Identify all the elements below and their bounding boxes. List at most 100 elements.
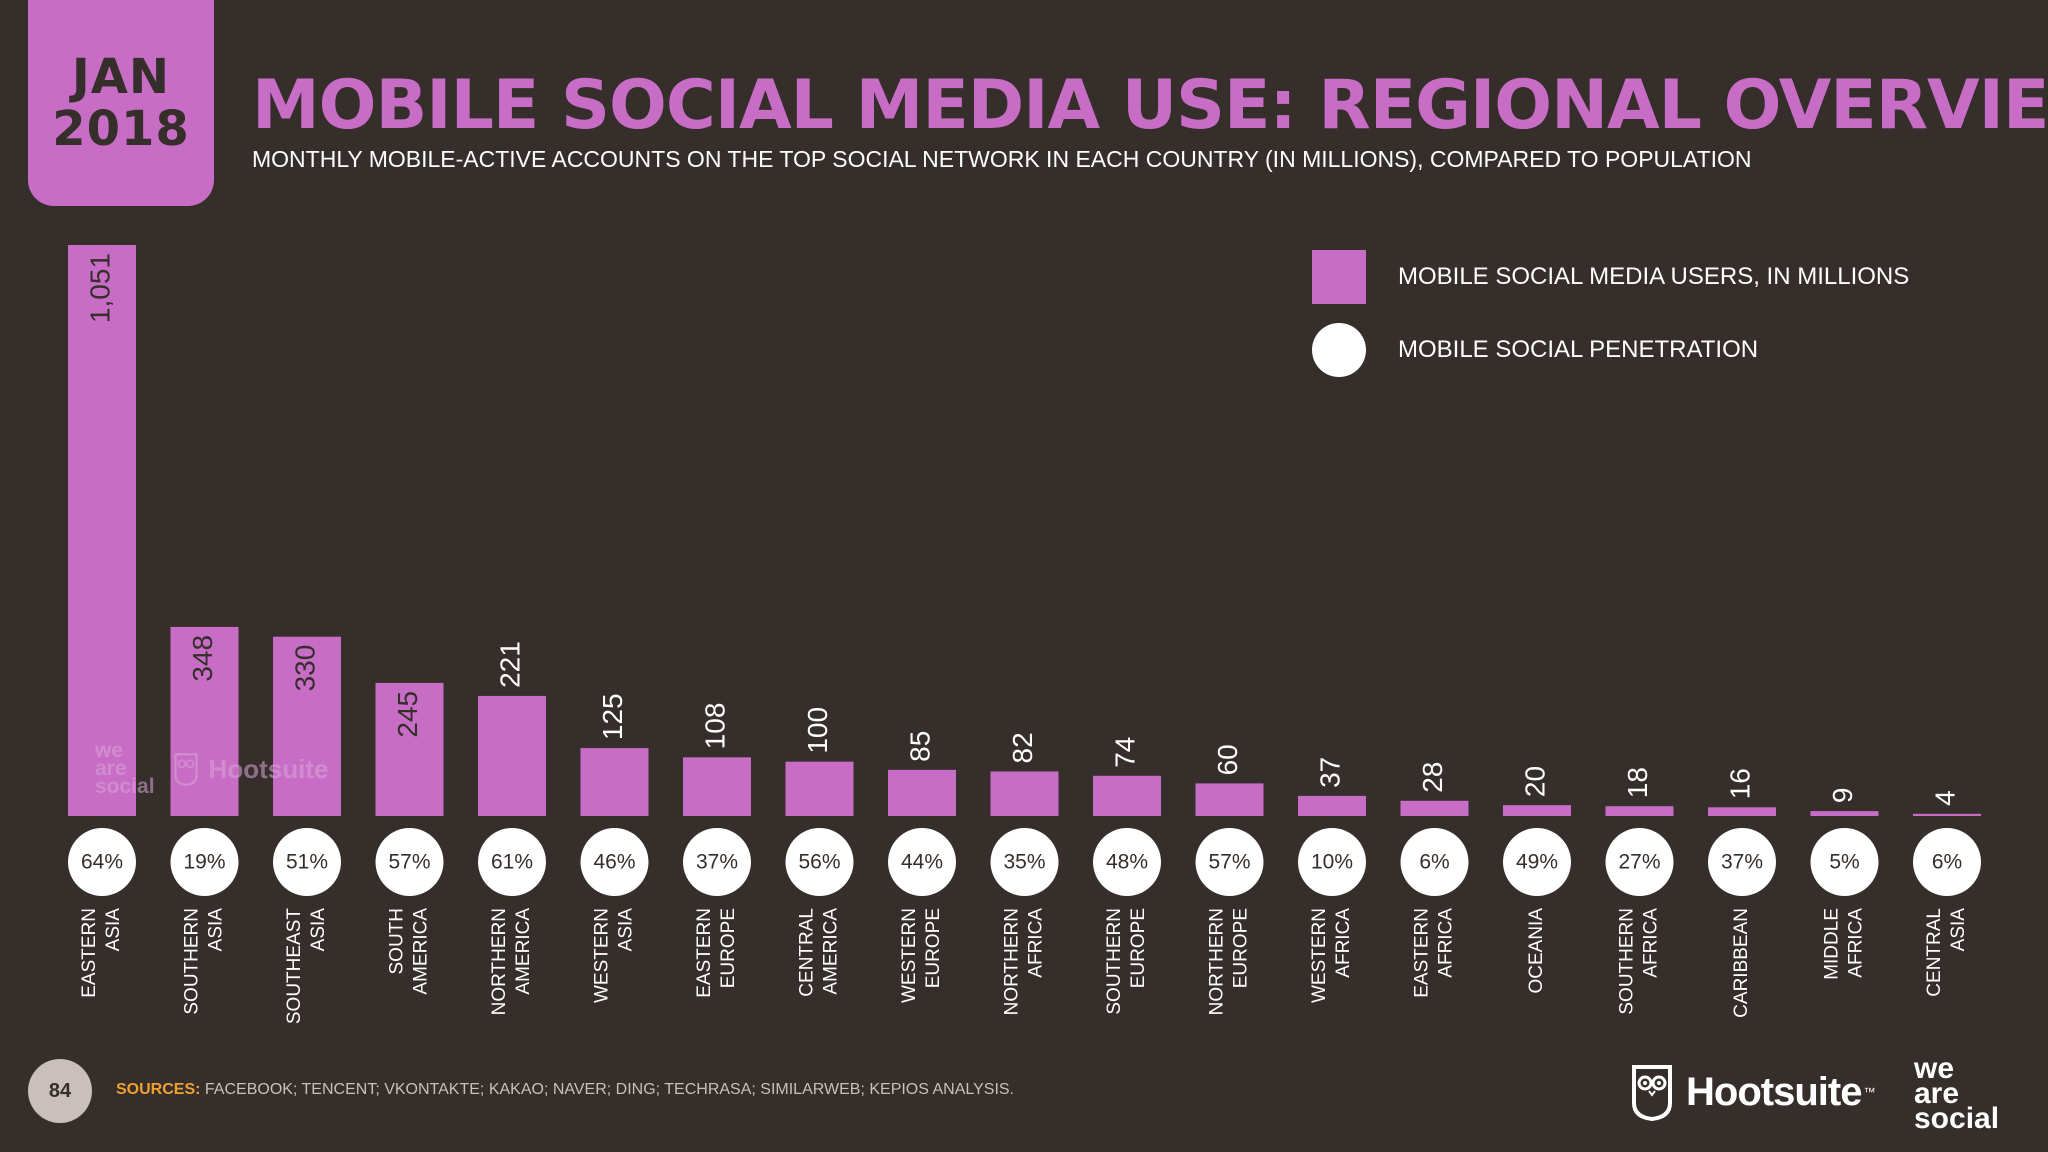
category-label-7-0: CENTRAL xyxy=(797,908,818,997)
legend-item-penetration: MOBILE SOCIAL PENETRATION xyxy=(1312,323,1758,377)
bar-14 xyxy=(1503,805,1571,816)
bar-value-label-7: 100 xyxy=(802,707,833,754)
category-label-13-0: EASTERN xyxy=(1412,908,1433,998)
category-label-3-1: AMERICA xyxy=(411,908,432,995)
category-label-18-1: ASIA xyxy=(1948,908,1969,952)
penetration-dot-14 xyxy=(1503,828,1571,896)
legend-item-users: MOBILE SOCIAL MEDIA USERS, IN MILLIONS xyxy=(1312,250,1909,304)
penetration-label-18: 6% xyxy=(1932,851,1962,874)
penetration-dot-1 xyxy=(170,828,239,896)
penetration-label-13: 6% xyxy=(1419,851,1449,874)
category-label-1-0: SOUTHERN xyxy=(182,908,203,1015)
bar-6 xyxy=(683,757,751,816)
penetration-label-16: 37% xyxy=(1721,851,1763,874)
hootsuite-logo: Hootsuite ™ xyxy=(1630,1062,1875,1122)
penetration-dot-0 xyxy=(68,828,136,896)
date-badge: JAN 2018 xyxy=(28,0,214,206)
bar-15 xyxy=(1605,806,1674,816)
page-number: 84 xyxy=(28,1059,92,1123)
penetration-label-3: 57% xyxy=(388,851,430,874)
watermark: we are social Hootsuite xyxy=(95,740,328,797)
penetration-dot-9 xyxy=(990,828,1059,896)
legend-dot-penetration xyxy=(1312,323,1366,377)
bar-18 xyxy=(1913,813,1981,816)
bar-value-label-8: 85 xyxy=(904,731,935,762)
penetration-label-11: 57% xyxy=(1208,851,1250,874)
bar-2 xyxy=(273,636,341,816)
bar-value-label-15: 18 xyxy=(1622,767,1653,798)
category-label-0-0: EASTERN xyxy=(79,908,100,998)
bar-3 xyxy=(375,682,444,816)
category-label-5-0: WESTERN xyxy=(592,908,613,1003)
bar-value-label-6: 108 xyxy=(699,703,730,750)
bar-13 xyxy=(1400,800,1469,816)
penetration-dot-17 xyxy=(1810,828,1879,896)
penetration-label-8: 44% xyxy=(901,851,943,874)
category-label-4-0: NORTHERN xyxy=(489,908,510,1015)
category-label-5-1: ASIA xyxy=(616,908,637,952)
bar-value-label-1: 348 xyxy=(187,635,218,682)
bar-11 xyxy=(1195,783,1264,816)
category-label-15-0: SOUTHERN xyxy=(1617,908,1638,1015)
category-label-1-1: ASIA xyxy=(206,908,227,952)
penetration-label-4: 61% xyxy=(491,851,533,874)
category-label-8-0: WESTERN xyxy=(899,908,920,1003)
sources-note: SOURCES: FACEBOOK; TENCENT; VKONTAKTE; K… xyxy=(116,1081,1014,1099)
bar-value-label-11: 60 xyxy=(1212,744,1243,775)
bar-value-label-16: 16 xyxy=(1724,768,1755,799)
category-label-13-1: AFRICA xyxy=(1436,908,1457,978)
penetration-label-14: 49% xyxy=(1516,851,1558,874)
category-label-12-1: AFRICA xyxy=(1333,908,1354,978)
penetration-dot-7 xyxy=(785,828,854,896)
bar-10 xyxy=(1093,775,1161,816)
category-label-16-0: CARIBBEAN xyxy=(1731,908,1752,1018)
date-month: JAN xyxy=(71,49,171,105)
bar-value-label-3: 245 xyxy=(392,691,423,738)
bar-7 xyxy=(785,761,854,816)
watermark-hootsuite-logo: Hootsuite xyxy=(173,752,328,786)
penetration-dot-5 xyxy=(580,828,649,896)
category-label-2-0: SOUTHEAST xyxy=(284,908,305,1025)
bar-12 xyxy=(1298,795,1366,816)
hootsuite-tm: ™ xyxy=(1863,1085,1876,1099)
bar-16 xyxy=(1708,807,1776,816)
category-label-3-0: SOUTH xyxy=(387,908,408,975)
category-label-0-1: ASIA xyxy=(103,908,124,952)
penetration-dot-16 xyxy=(1708,828,1776,896)
category-label-14-0: OCEANIA xyxy=(1526,908,1547,994)
penetration-label-6: 37% xyxy=(696,851,738,874)
penetration-dot-2 xyxy=(273,828,341,896)
category-label-12-0: WESTERN xyxy=(1309,908,1330,1003)
bar-value-label-9: 82 xyxy=(1007,732,1038,763)
sources-label: SOURCES: xyxy=(116,1081,201,1098)
hootsuite-owl-icon xyxy=(1632,1065,1672,1121)
category-label-7-1: AMERICA xyxy=(821,908,842,995)
bar-value-label-10: 74 xyxy=(1109,737,1140,768)
category-label-18-0: CENTRAL xyxy=(1924,908,1945,997)
hootsuite-wordmark: Hootsuite xyxy=(1686,1069,1862,1114)
category-label-8-1: EUROPE xyxy=(923,908,944,988)
penetration-label-17: 5% xyxy=(1829,851,1859,874)
bar-value-label-0: 1,051 xyxy=(84,253,115,323)
penetration-dot-8 xyxy=(888,828,956,896)
penetration-dot-4 xyxy=(478,828,546,896)
bar-value-label-5: 125 xyxy=(597,693,628,740)
penetration-label-10: 48% xyxy=(1106,851,1148,874)
bar-5 xyxy=(580,748,649,816)
bar-17 xyxy=(1810,811,1879,816)
penetration-dot-13 xyxy=(1400,828,1469,896)
bar-8 xyxy=(888,769,956,816)
legend-label-penetration: MOBILE SOCIAL PENETRATION xyxy=(1398,336,1759,363)
legend-swatch-users xyxy=(1312,250,1366,304)
penetration-dot-12 xyxy=(1298,828,1366,896)
category-label-11-1: EUROPE xyxy=(1231,908,1252,988)
bar-value-label-4: 221 xyxy=(494,641,525,688)
category-label-2-1: ASIA xyxy=(308,908,329,952)
bar-value-label-2: 330 xyxy=(289,645,320,692)
penetration-label-0: 64% xyxy=(81,851,123,874)
penetration-label-15: 27% xyxy=(1618,851,1660,874)
penetration-dot-6 xyxy=(683,828,751,896)
bar-9 xyxy=(990,771,1059,816)
category-label-15-1: AFRICA xyxy=(1641,908,1662,978)
penetration-dot-3 xyxy=(375,828,444,896)
